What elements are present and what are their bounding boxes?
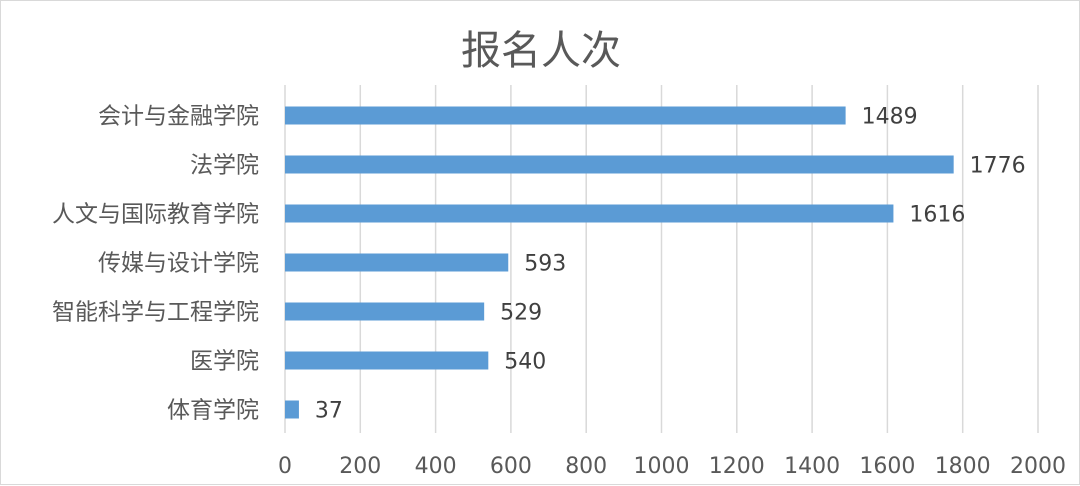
x-tick-label: 0 [278, 454, 292, 479]
x-tick-label: 400 [415, 454, 457, 479]
category-label: 传媒与设计学院 [98, 251, 259, 277]
chart-title: 报名人次 [461, 28, 621, 74]
category-label: 医学院 [190, 349, 259, 375]
x-tick-label: 200 [339, 454, 381, 479]
category-label: 人文与国际教育学院 [52, 202, 259, 228]
x-tick-label: 1600 [859, 454, 915, 479]
category-label: 智能科学与工程学院 [52, 300, 259, 326]
x-tick-label: 1200 [709, 454, 765, 479]
category-labels: 会计与金融学院法学院人文与国际教育学院传媒与设计学院智能科学与工程学院医学院体育… [52, 104, 259, 424]
x-axis-tick-labels: 0 200 400 600 800 1000 1200 1400 1600 1800 2000 [278, 454, 1066, 479]
data-label: 1776 [970, 154, 1026, 179]
data-label: 593 [524, 252, 566, 277]
data-label: 1489 [862, 105, 918, 130]
data-label: 37 [315, 399, 343, 424]
x-tick-label: 1400 [784, 454, 840, 479]
bar-4 [285, 302, 485, 321]
category-label: 体育学院 [167, 398, 259, 424]
bar-6 [285, 400, 299, 419]
x-tick-label: 600 [490, 454, 532, 479]
x-tick-label: 800 [565, 454, 607, 479]
bar-5 [285, 351, 489, 370]
data-label: 529 [500, 301, 542, 326]
bar-2 [285, 204, 894, 223]
category-label: 会计与金融学院 [98, 104, 259, 130]
bar-3 [285, 253, 509, 272]
x-tick-label: 1800 [935, 454, 991, 479]
data-label: 1616 [909, 203, 965, 228]
gridlines [284, 85, 1039, 433]
bar-0 [285, 106, 846, 125]
x-tick-label: 1000 [634, 454, 690, 479]
bar-1 [285, 155, 954, 174]
category-label: 法学院 [190, 153, 259, 179]
data-label: 540 [504, 350, 546, 375]
x-tick-label: 2000 [1010, 454, 1066, 479]
bars [285, 106, 954, 419]
